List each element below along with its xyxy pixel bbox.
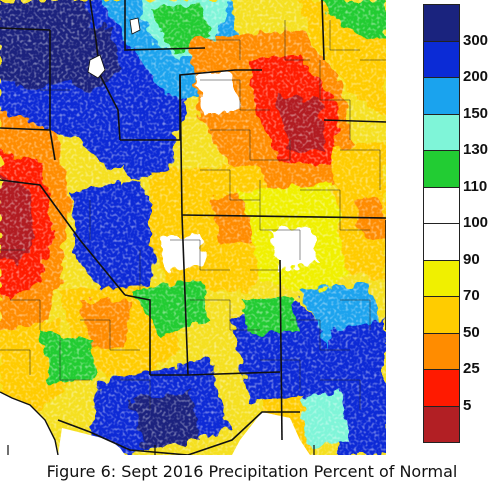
legend-label-25: 25 [463, 360, 480, 377]
legend-swatch-gt-300 [423, 4, 460, 42]
legend-label-300: 300 [463, 31, 489, 49]
legend-swatch-200-300 [423, 40, 460, 78]
map-canvas [0, 0, 386, 455]
county-boundaries [0, 20, 386, 410]
boundary-wyoming-north [179, 74, 183, 216]
legend-label-100: 100 [463, 214, 489, 231]
legend-label-110: 110 [463, 177, 488, 195]
boundary-dakota [321, 0, 325, 61]
legend-label-50: 50 [463, 323, 480, 341]
legend-swatch-70-90 [423, 259, 460, 297]
legend-swatch-25-50 [423, 332, 460, 370]
legend-label-150: 150 [463, 104, 489, 122]
boundary-wyoming-colorado [181, 214, 386, 219]
boundary-california-nevada [0, 179, 126, 296]
boundary-utah-colorado [181, 214, 189, 376]
boundary-nebraska [323, 119, 386, 123]
axis-ticks [7, 445, 315, 455]
legend-swatch-lt-5 [423, 405, 460, 443]
coastline [0, 391, 59, 455]
boundary-arizona-south [57, 419, 189, 455]
legend-swatch-90-100 [423, 223, 460, 261]
legend-swatch-110-130 [423, 150, 460, 188]
legend-swatch-150-200 [423, 77, 460, 115]
legend-label-130: 130 [463, 141, 489, 158]
lake-flathead [129, 17, 141, 35]
map-speckle [0, 0, 386, 455]
legend-swatch-130-150 [423, 113, 460, 151]
legend-label-70: 70 [463, 287, 480, 304]
ocean-area [0, 392, 58, 455]
legend-swatch-5-25 [423, 369, 460, 407]
boundary-newmexico-east [279, 259, 283, 441]
great-salt-lake [87, 54, 106, 79]
boundary-newmexico-south [187, 411, 300, 455]
legend-swatch-100-110 [423, 186, 460, 224]
mexico-area [58, 428, 125, 455]
figure-caption: Figure 6: Sept 2016 Precipitation Percen… [46, 462, 458, 481]
legend-label-90: 90 [463, 250, 480, 268]
boundary-montana-north [124, 0, 206, 51]
legend-swatch-50-70 [423, 296, 460, 334]
legend-label-200: 200 [463, 68, 489, 85]
precipitation-map [0, 0, 386, 455]
legend: 300 200 150 130 110 100 90 70 50 25 5 [423, 4, 504, 444]
mexico-area-east [232, 412, 310, 455]
boundary-arizona-nevada [124, 294, 151, 375]
legend-label-5: 5 [463, 396, 472, 414]
boundary-canada-north [0, 27, 51, 31]
boundary-oregon-south [0, 127, 51, 131]
boundary-four-corners [150, 371, 281, 376]
